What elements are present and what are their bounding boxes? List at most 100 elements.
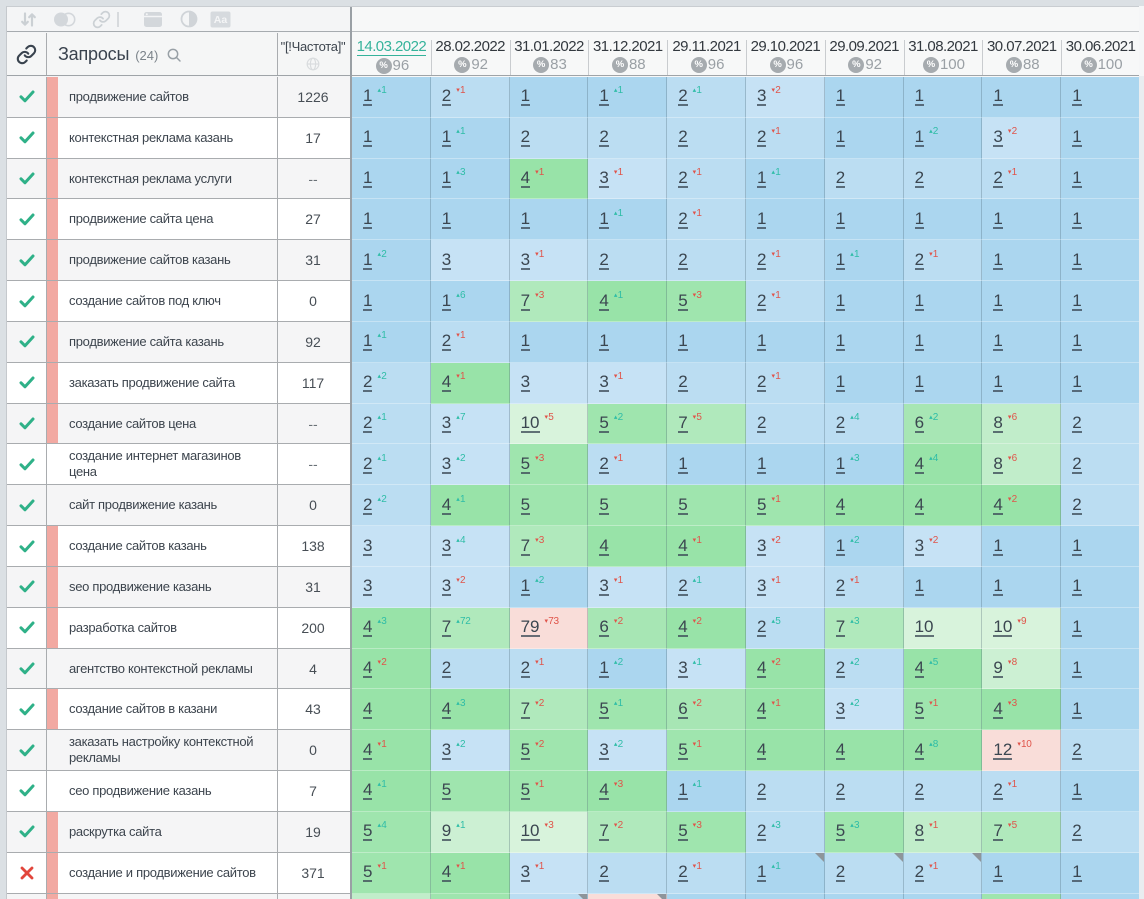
position-link[interactable]: 5 [678, 822, 688, 842]
position-link[interactable]: 1 [1072, 332, 1082, 352]
position-link[interactable]: 5 [520, 741, 531, 760]
position-link[interactable]: 1 [1072, 128, 1082, 148]
position-link[interactable]: 1 [1072, 700, 1082, 719]
position-link[interactable]: 10 [993, 618, 1013, 638]
position-link[interactable]: 4 [441, 496, 452, 515]
query-status-cell[interactable] [7, 607, 47, 648]
query-status-cell[interactable] [7, 403, 47, 444]
position-link[interactable]: 2 [835, 781, 846, 801]
position-link[interactable]: 2 [678, 251, 688, 270]
position-link[interactable]: 1 [993, 87, 1003, 107]
position-link[interactable]: 2 [835, 414, 846, 434]
position-link[interactable]: 1 [757, 455, 767, 474]
position-link[interactable]: 1 [363, 169, 373, 189]
position-link[interactable]: 1 [599, 87, 609, 107]
position-link[interactable]: 4 [363, 741, 373, 760]
position-link[interactable]: 1 [599, 210, 609, 229]
query-status-cell[interactable] [7, 444, 47, 485]
query-status-cell[interactable] [7, 893, 47, 899]
query-status-cell[interactable] [7, 730, 47, 771]
position-link[interactable]: 1 [835, 251, 846, 270]
position-link[interactable]: 2 [757, 414, 767, 434]
position-link[interactable]: 2 [363, 414, 373, 434]
position-link[interactable]: 1 [1072, 618, 1082, 638]
position-link[interactable]: 2 [993, 169, 1003, 189]
date-link[interactable]: 29.10.2021 [750, 38, 821, 55]
position-link[interactable]: 2 [441, 87, 452, 107]
position-link[interactable]: 1 [757, 169, 767, 189]
position-link[interactable]: 1 [914, 87, 925, 107]
query-status-cell[interactable] [7, 566, 47, 607]
position-link[interactable]: 4 [363, 781, 373, 801]
position-link[interactable]: 2 [599, 863, 609, 883]
position-link[interactable]: 2 [835, 659, 846, 678]
position-link[interactable]: 2 [757, 822, 767, 842]
position-link[interactable]: 2 [1072, 414, 1082, 434]
toolbar-link-icon[interactable] [92, 10, 111, 29]
position-link[interactable]: 12 [993, 741, 1013, 760]
position-link[interactable]: 1 [363, 251, 373, 270]
position-link[interactable]: 3 [520, 373, 531, 393]
position-link[interactable]: 3 [835, 700, 846, 719]
position-link[interactable]: 1 [363, 292, 373, 311]
position-link[interactable]: 1 [1072, 373, 1082, 393]
position-link[interactable]: 2 [1072, 741, 1082, 760]
query-status-cell[interactable] [7, 240, 47, 281]
position-link[interactable]: 4 [441, 863, 452, 883]
position-link[interactable]: 3 [441, 741, 452, 760]
position-link[interactable]: 4 [914, 741, 925, 760]
position-link[interactable]: 1 [599, 332, 609, 352]
query-cell[interactable]: заказать продвижение сайта [47, 362, 278, 403]
position-link[interactable]: 1 [993, 332, 1003, 352]
position-link[interactable]: 4 [599, 537, 609, 556]
query-cell[interactable] [47, 893, 278, 899]
position-link[interactable]: 2 [678, 87, 688, 107]
globe-icon[interactable] [306, 57, 320, 71]
position-link[interactable]: 4 [678, 618, 688, 638]
position-link[interactable]: 5 [363, 822, 373, 842]
query-status-cell[interactable] [7, 158, 47, 199]
query-status-cell[interactable] [7, 526, 47, 566]
position-link[interactable]: 3 [520, 251, 531, 270]
position-link[interactable]: 2 [363, 455, 373, 474]
date-link[interactable]: 31.12.2021 [593, 38, 663, 55]
position-link[interactable]: 1 [441, 169, 452, 189]
query-cell[interactable]: seo продвижение казань [47, 566, 278, 607]
position-link[interactable]: 10 [520, 822, 540, 842]
position-link[interactable]: 3 [757, 537, 767, 556]
position-link[interactable]: 5 [678, 741, 688, 760]
position-link[interactable]: 1 [914, 292, 925, 311]
position-link[interactable]: 4 [914, 496, 925, 515]
date-link[interactable]: 29.11.2021 [672, 38, 741, 55]
query-cell[interactable]: продвижение сайтов казань [47, 240, 278, 281]
position-link[interactable]: 1 [520, 87, 531, 107]
query-cell[interactable]: сео продвижение казань [47, 771, 278, 811]
position-link[interactable]: 4 [757, 659, 767, 678]
position-link[interactable]: 2 [914, 169, 925, 189]
position-link[interactable]: 1 [757, 332, 767, 352]
position-link[interactable]: 1 [993, 251, 1003, 270]
position-link[interactable]: 3 [441, 251, 452, 270]
position-link[interactable]: 8 [914, 822, 925, 842]
position-link[interactable]: 2 [441, 659, 452, 678]
position-link[interactable]: 2 [757, 128, 767, 148]
query-status-cell[interactable] [7, 771, 47, 811]
toolbar-contrast-icon[interactable] [180, 10, 198, 28]
position-link[interactable]: 10 [520, 414, 540, 434]
toolbar-font-case-icon[interactable]: Aa [210, 11, 231, 28]
position-link[interactable]: 2 [363, 496, 373, 515]
position-link[interactable]: 7 [520, 537, 531, 556]
date-link[interactable]: 30.06.2021 [1065, 38, 1136, 55]
position-link[interactable]: 1 [441, 210, 452, 229]
position-link[interactable]: 5 [914, 700, 925, 719]
position-link[interactable]: 7 [520, 700, 531, 719]
position-link[interactable]: 1 [520, 210, 531, 229]
position-link[interactable]: 1 [993, 863, 1003, 883]
position-link[interactable]: 3 [599, 373, 609, 393]
position-link[interactable]: 4 [363, 618, 373, 638]
position-link[interactable]: 5 [441, 781, 452, 801]
position-link[interactable]: 2 [520, 128, 531, 148]
position-link[interactable]: 4 [599, 292, 609, 311]
date-link[interactable]: 31.08.2021 [908, 38, 978, 55]
position-link[interactable]: 7 [441, 618, 452, 638]
